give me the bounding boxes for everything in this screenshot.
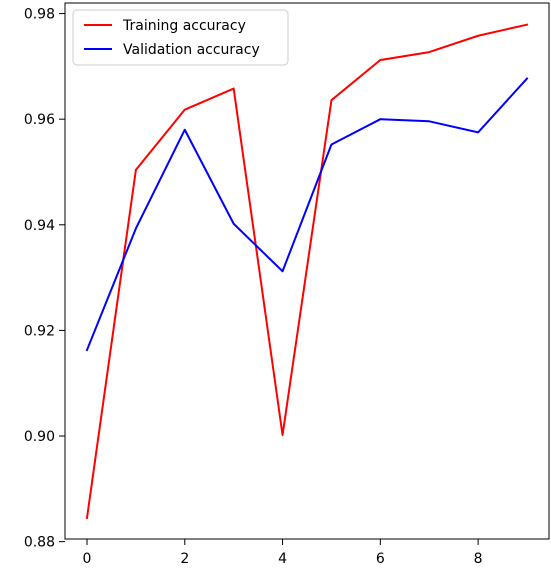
x-tick-label: 8: [474, 551, 483, 567]
legend-box: [72, 9, 289, 66]
x-tick-label: 2: [180, 551, 189, 567]
x-tick-label: 4: [278, 551, 287, 567]
y-tick-label: 0.88: [24, 535, 55, 551]
legend: Training accuracy Validation accuracy: [72, 9, 289, 66]
x-tick-label: 6: [376, 551, 385, 567]
y-tick-label: 0.90: [24, 429, 55, 445]
series-layer: [85, 23, 529, 520]
validation-accuracy-line: [85, 77, 529, 352]
y-tick-label: 0.98: [24, 7, 55, 23]
legend-training-label: Training accuracy: [122, 18, 246, 34]
x-axis: 0 2 4 6 8: [83, 539, 483, 567]
y-tick-label: 0.92: [24, 323, 55, 339]
x-tick-label: 0: [83, 551, 92, 567]
plot-frame: [64, 2, 550, 540]
training-accuracy-line: [85, 23, 529, 520]
legend-validation-label: Validation accuracy: [123, 42, 260, 58]
y-axis: 0.88 0.90 0.92 0.94 0.96 0.98: [24, 7, 65, 551]
y-tick-label: 0.94: [24, 218, 55, 234]
y-tick-label: 0.96: [24, 112, 55, 128]
